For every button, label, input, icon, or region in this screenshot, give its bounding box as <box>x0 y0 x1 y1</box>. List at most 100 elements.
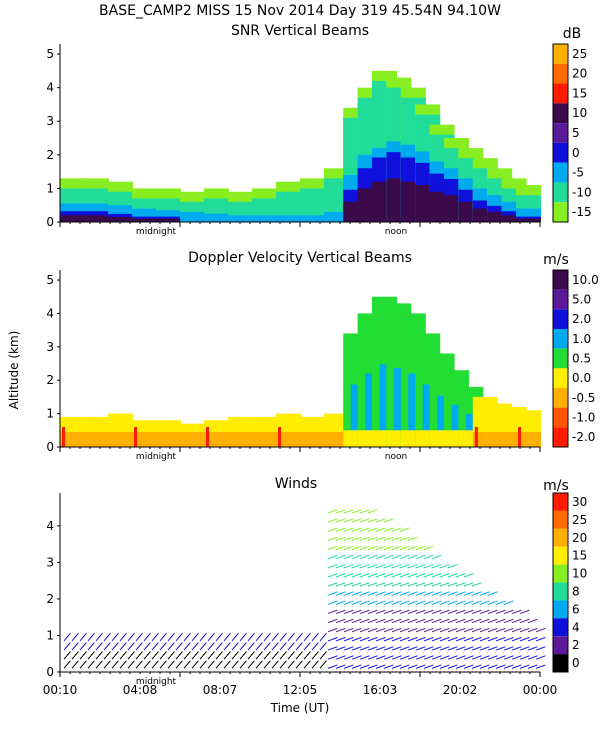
wind-barb <box>335 536 346 541</box>
wind-barb <box>447 637 458 642</box>
colorbar-label: 0.5 <box>572 352 591 366</box>
wind-barb <box>367 618 378 624</box>
wind-barb <box>343 573 354 578</box>
wind-barb <box>399 646 410 651</box>
wind-barb <box>439 563 450 569</box>
wind-barb <box>327 573 338 578</box>
doppler-column-red <box>518 426 521 447</box>
wind-barb <box>303 642 311 651</box>
wind-barb <box>351 509 362 514</box>
wind-barb <box>335 563 346 569</box>
wind-barb <box>399 563 410 569</box>
doppler-column-cyan <box>451 404 461 447</box>
wind-barb <box>479 664 490 669</box>
wind-barb <box>367 664 378 669</box>
doppler-column-cyan <box>422 384 432 447</box>
wind-barb <box>359 509 370 514</box>
wind-barb <box>407 582 418 587</box>
snr-panel: SNR Vertical Beams dB 0 1 2 3 4 5 midnight noon… <box>46 23 591 237</box>
wind-barb <box>335 582 346 587</box>
wind-barb <box>407 536 418 541</box>
wind-barb <box>399 536 410 541</box>
wind-barb <box>415 545 426 551</box>
x-marker-label: midnight <box>136 227 177 237</box>
wind-barb <box>495 637 506 642</box>
wind-barb <box>335 591 346 596</box>
doppler-column-orange <box>60 431 85 447</box>
wind-barb <box>391 618 402 624</box>
wind-barb <box>447 655 458 660</box>
wind-barb <box>239 642 247 651</box>
wind-barb <box>143 651 151 660</box>
colorbar-swatch <box>553 309 568 329</box>
wind-barb <box>399 591 410 596</box>
wind-barb <box>415 582 426 587</box>
wind-barb <box>335 545 346 551</box>
wind-barb <box>247 642 255 651</box>
wind-barb <box>503 618 514 624</box>
wind-barb <box>415 609 426 615</box>
wind-barb <box>447 563 458 569</box>
wind-barb <box>511 646 522 651</box>
wind-barb <box>327 582 338 587</box>
wind-barb <box>455 655 466 660</box>
wind-barb <box>303 660 311 669</box>
wind-barb <box>407 637 418 642</box>
wind-barb <box>391 591 402 596</box>
wind-barb <box>263 660 271 669</box>
wind-barb <box>183 660 191 669</box>
colorbar-label: 0.0 <box>572 371 591 385</box>
wind-barb <box>327 618 338 624</box>
wind-barb <box>391 600 402 605</box>
wind-barb <box>335 637 346 642</box>
wind-barb <box>127 660 135 669</box>
wind-barb <box>327 600 338 605</box>
wind-barb <box>415 664 426 669</box>
colorbar-swatch <box>553 427 568 447</box>
wind-barb <box>391 646 402 651</box>
wind-barb <box>495 609 506 615</box>
wind-barb <box>495 655 506 660</box>
snr-column-cyan <box>204 213 229 222</box>
y-tick-label: 2 <box>46 592 54 606</box>
wind-barb <box>399 600 410 605</box>
wind-barb <box>343 600 354 605</box>
x-marker-label: midnight <box>136 452 177 462</box>
wind-barb <box>439 646 450 651</box>
wind-barb <box>471 591 482 596</box>
wind-barb <box>431 664 442 669</box>
wind-barb <box>383 545 394 551</box>
wind-barb <box>399 637 410 642</box>
wind-barb <box>359 554 370 560</box>
x-marker-label: noon <box>385 227 407 237</box>
wind-barb <box>351 518 362 523</box>
wind-barb <box>399 527 410 532</box>
wind-barb <box>535 627 546 633</box>
wind-barb <box>439 573 450 578</box>
colorbar-label: 20 <box>572 67 587 81</box>
wind-barb <box>383 646 394 651</box>
wind-barb <box>159 660 167 669</box>
x-marker-label: noon <box>385 452 407 462</box>
wind-barb <box>351 573 362 578</box>
wind-barb <box>71 642 79 651</box>
wind-barb <box>343 646 354 651</box>
wind-barb <box>215 632 223 642</box>
wind-barb <box>327 655 338 660</box>
wind-barb <box>383 554 394 560</box>
colorbar-swatch <box>553 510 568 529</box>
wind-barb <box>479 591 490 596</box>
wind-barb <box>351 536 362 541</box>
wind-barb <box>391 573 402 578</box>
wind-barb <box>351 655 362 660</box>
wind-barb <box>87 651 95 660</box>
wind-barb <box>455 609 466 615</box>
wind-barb <box>63 632 71 642</box>
wind-barb <box>327 509 338 514</box>
colorbar-swatch <box>553 407 568 428</box>
wind-barb <box>439 591 450 596</box>
wind-barb <box>519 618 530 624</box>
wind-barb <box>351 600 362 605</box>
wind-barb <box>135 642 143 651</box>
wind-barb <box>359 637 370 642</box>
